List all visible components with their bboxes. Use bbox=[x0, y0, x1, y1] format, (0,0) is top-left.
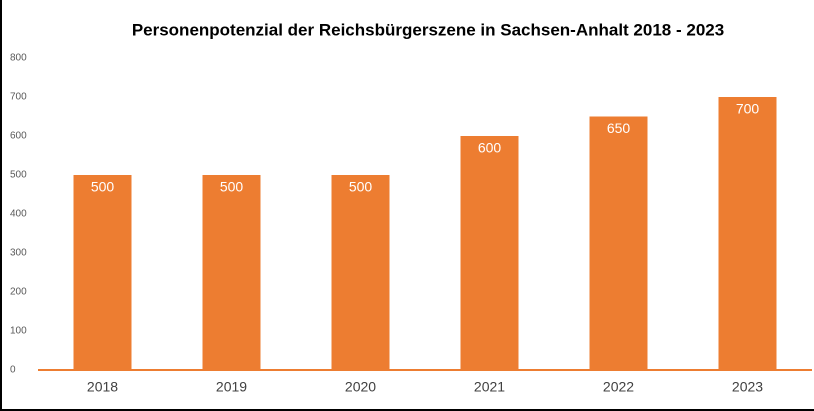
value-label: 500 bbox=[349, 179, 373, 195]
y-tick-label: 700 bbox=[10, 92, 27, 103]
x-tick-label: 2021 bbox=[474, 379, 505, 395]
value-label: 500 bbox=[220, 179, 244, 195]
y-tick-label: 0 bbox=[10, 365, 16, 376]
chart-title: Personenpotenzial der Reichsbürgerszene … bbox=[132, 20, 724, 39]
value-label: 700 bbox=[736, 101, 760, 117]
y-tick-label: 500 bbox=[10, 170, 27, 181]
value-label: 600 bbox=[478, 140, 502, 156]
bar bbox=[331, 175, 390, 370]
bar bbox=[718, 97, 777, 370]
bar bbox=[589, 116, 648, 370]
x-tick-label: 2023 bbox=[732, 379, 763, 395]
y-tick-label: 400 bbox=[10, 209, 27, 220]
value-label: 500 bbox=[91, 179, 115, 195]
x-tick-label: 2022 bbox=[603, 379, 634, 395]
value-label: 650 bbox=[607, 120, 631, 136]
y-tick-label: 800 bbox=[10, 53, 27, 64]
y-tick-label: 100 bbox=[10, 326, 27, 337]
y-tick-label: 200 bbox=[10, 287, 27, 298]
bar bbox=[202, 175, 261, 370]
y-tick-label: 600 bbox=[10, 131, 27, 142]
x-tick-label: 2018 bbox=[87, 379, 118, 395]
y-tick-label: 300 bbox=[10, 248, 27, 259]
bar bbox=[73, 175, 132, 370]
x-tick-label: 2020 bbox=[345, 379, 376, 395]
x-tick-label: 2019 bbox=[216, 379, 247, 395]
bar bbox=[460, 136, 519, 370]
